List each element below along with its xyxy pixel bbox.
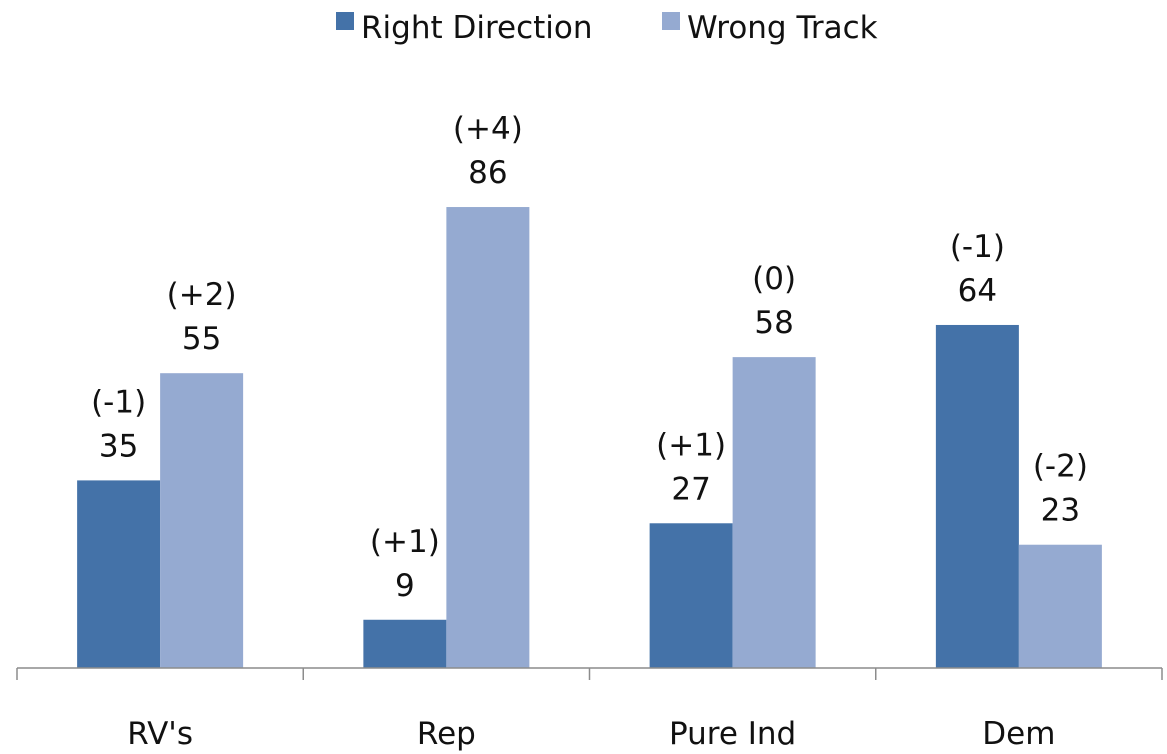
data-label-wrong-track-rep: 86: [468, 155, 507, 191]
bar-wrong-track-rv-s: [160, 373, 244, 668]
legend: Right Direction Wrong Track: [336, 10, 878, 46]
change-label-right-direction-pure-ind: (+1): [656, 427, 726, 463]
x-tick-label-rv-s: RV's: [127, 716, 193, 752]
change-label-wrong-track-dem: (-2): [1033, 449, 1088, 485]
data-label-wrong-track-rv-s: 55: [182, 321, 221, 357]
legend-swatch-wrong-track: [662, 12, 680, 30]
change-label-right-direction-rv-s: (-1): [91, 384, 146, 420]
bar-right-direction-rv-s: [77, 480, 161, 668]
change-label-wrong-track-pure-ind: (0): [752, 261, 796, 297]
bar-right-direction-dem: [935, 324, 1019, 668]
bar-wrong-track-dem: [1018, 544, 1102, 668]
change-label-wrong-track-rep: (+4): [453, 111, 523, 147]
data-label-right-direction-rep: 9: [395, 568, 415, 604]
data-label-right-direction-pure-ind: 27: [671, 471, 710, 507]
x-tick-label-rep: Rep: [417, 716, 476, 752]
plot-area: 35 (-1) 55 (+2) 9 (+1) 86 (+4) 27 (+1) 58 (0) 64 (-1)…: [77, 111, 1102, 669]
bar-right-direction-rep: [363, 619, 447, 668]
legend-swatch-right-direction: [336, 12, 354, 30]
change-label-right-direction-dem: (-1): [950, 229, 1005, 265]
x-tick-label-pure-ind: Pure Ind: [669, 716, 796, 752]
data-label-right-direction-dem: 64: [958, 273, 997, 309]
change-label-right-direction-rep: (+1): [370, 524, 440, 560]
x-tick-label-dem: Dem: [982, 716, 1055, 752]
bar-right-direction-pure-ind: [649, 523, 733, 668]
data-label-right-direction-rv-s: 35: [99, 428, 138, 464]
x-axis: RV's Rep Pure Ind Dem: [16, 667, 1163, 752]
legend-label-right-direction: Right Direction: [361, 10, 593, 46]
change-label-wrong-track-rv-s: (+2): [167, 277, 237, 313]
data-label-wrong-track-pure-ind: 58: [754, 305, 793, 341]
legend-label-wrong-track: Wrong Track: [687, 10, 878, 46]
bar-wrong-track-pure-ind: [732, 357, 816, 668]
bar-wrong-track-rep: [446, 207, 530, 669]
data-label-wrong-track-dem: 23: [1041, 493, 1080, 529]
